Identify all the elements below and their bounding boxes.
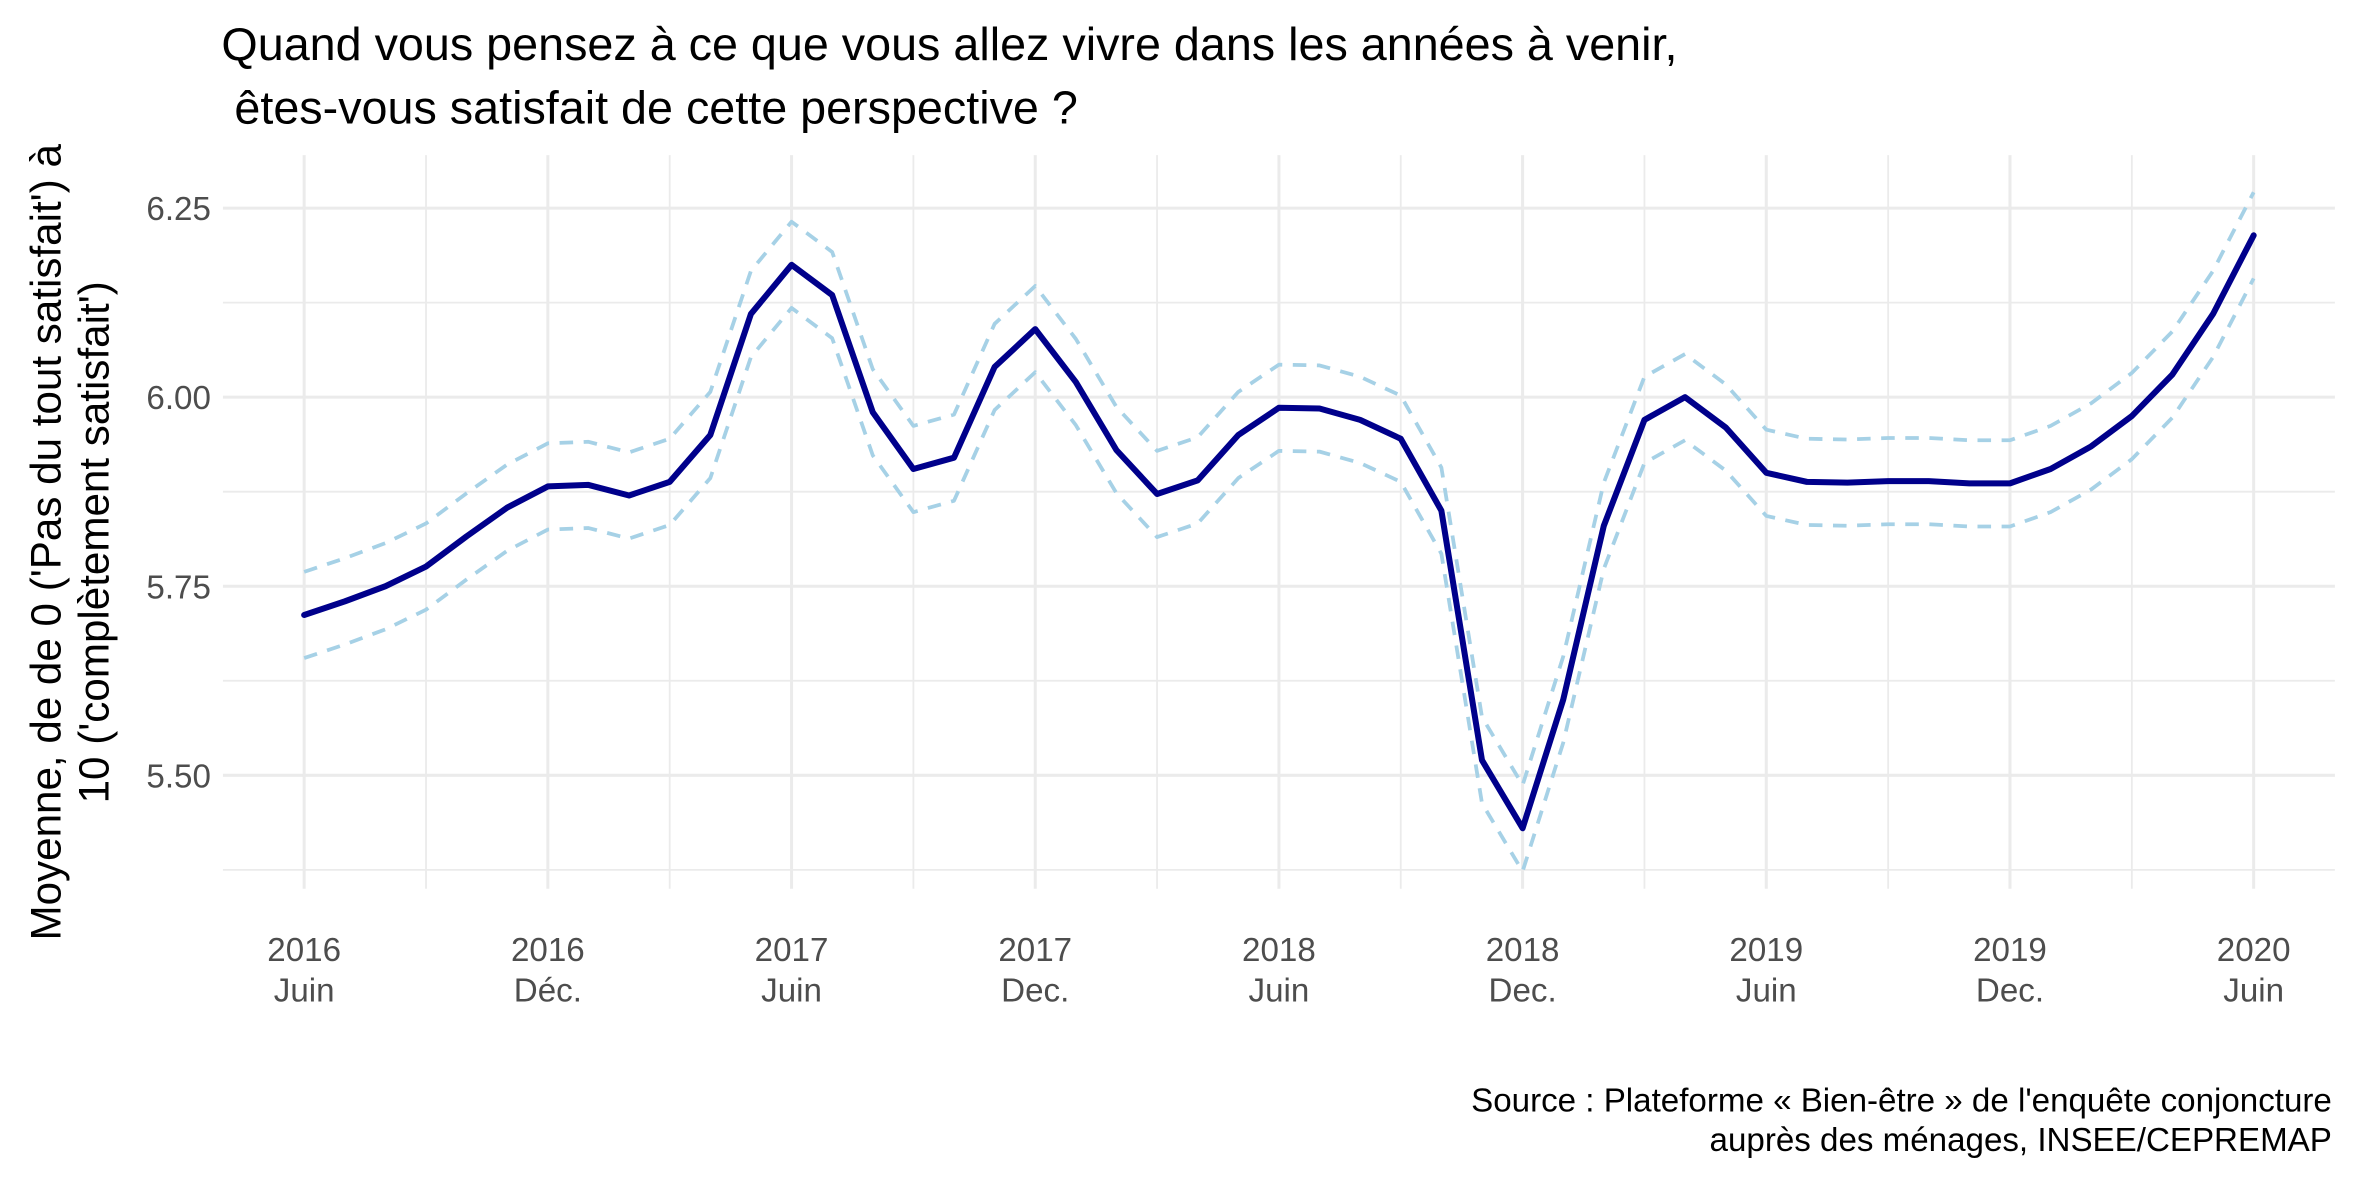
x-tick-label: Juin [274, 973, 335, 1010]
chart-title: Quand vous pensez à ce que vous allez vi… [221, 18, 1677, 70]
y-tick-label: 5.75 [146, 569, 210, 606]
confidence-line [303, 191, 2256, 788]
x-tick-label: 2016 [267, 932, 341, 969]
confidence-line [303, 277, 2256, 874]
source-note: auprès des ménages, INSEE/CEPREMAP [1710, 1122, 2332, 1159]
grid [222, 155, 2335, 889]
x-tick-label: Juin [2223, 973, 2284, 1010]
x-tick-label: Déc. [514, 973, 582, 1010]
y-axis-label: Moyenne, de de 0 ('Pas du tout satisfait… [22, 144, 69, 941]
x-tick-label: 2019 [1729, 932, 1803, 969]
x-tick-label: 2017 [998, 932, 1072, 969]
y-tick-label: 5.50 [146, 758, 210, 795]
y-tick-label: 6.25 [146, 191, 210, 228]
mean-line [301, 232, 2257, 832]
x-tick-label: Dec. [1976, 973, 2044, 1010]
x-tick-label: Dec. [1489, 973, 1557, 1010]
y-tick-label: 6.00 [146, 380, 210, 417]
chart-title: êtes-vous satisfait de cette perspective… [221, 82, 1077, 134]
x-tick-label: Juin [1249, 973, 1310, 1010]
x-tick-label: 2017 [755, 932, 829, 969]
x-tick-label: 2018 [1242, 932, 1316, 969]
x-tick-label: Dec. [1001, 973, 1069, 1010]
x-tick-label: Juin [761, 973, 822, 1010]
x-tick-label: 2020 [2217, 932, 2291, 969]
x-tick-label: 2019 [1973, 932, 2047, 969]
lines [301, 191, 2257, 874]
y-axis-label: 10 ('complètement satisfait') [70, 281, 117, 803]
source-note: Source : Plateforme « Bien-être » de l'e… [1471, 1083, 2332, 1120]
x-tick-label: 2018 [1486, 932, 1560, 969]
x-tick-label: Juin [1736, 973, 1797, 1010]
x-tick-label: 2016 [511, 932, 585, 969]
